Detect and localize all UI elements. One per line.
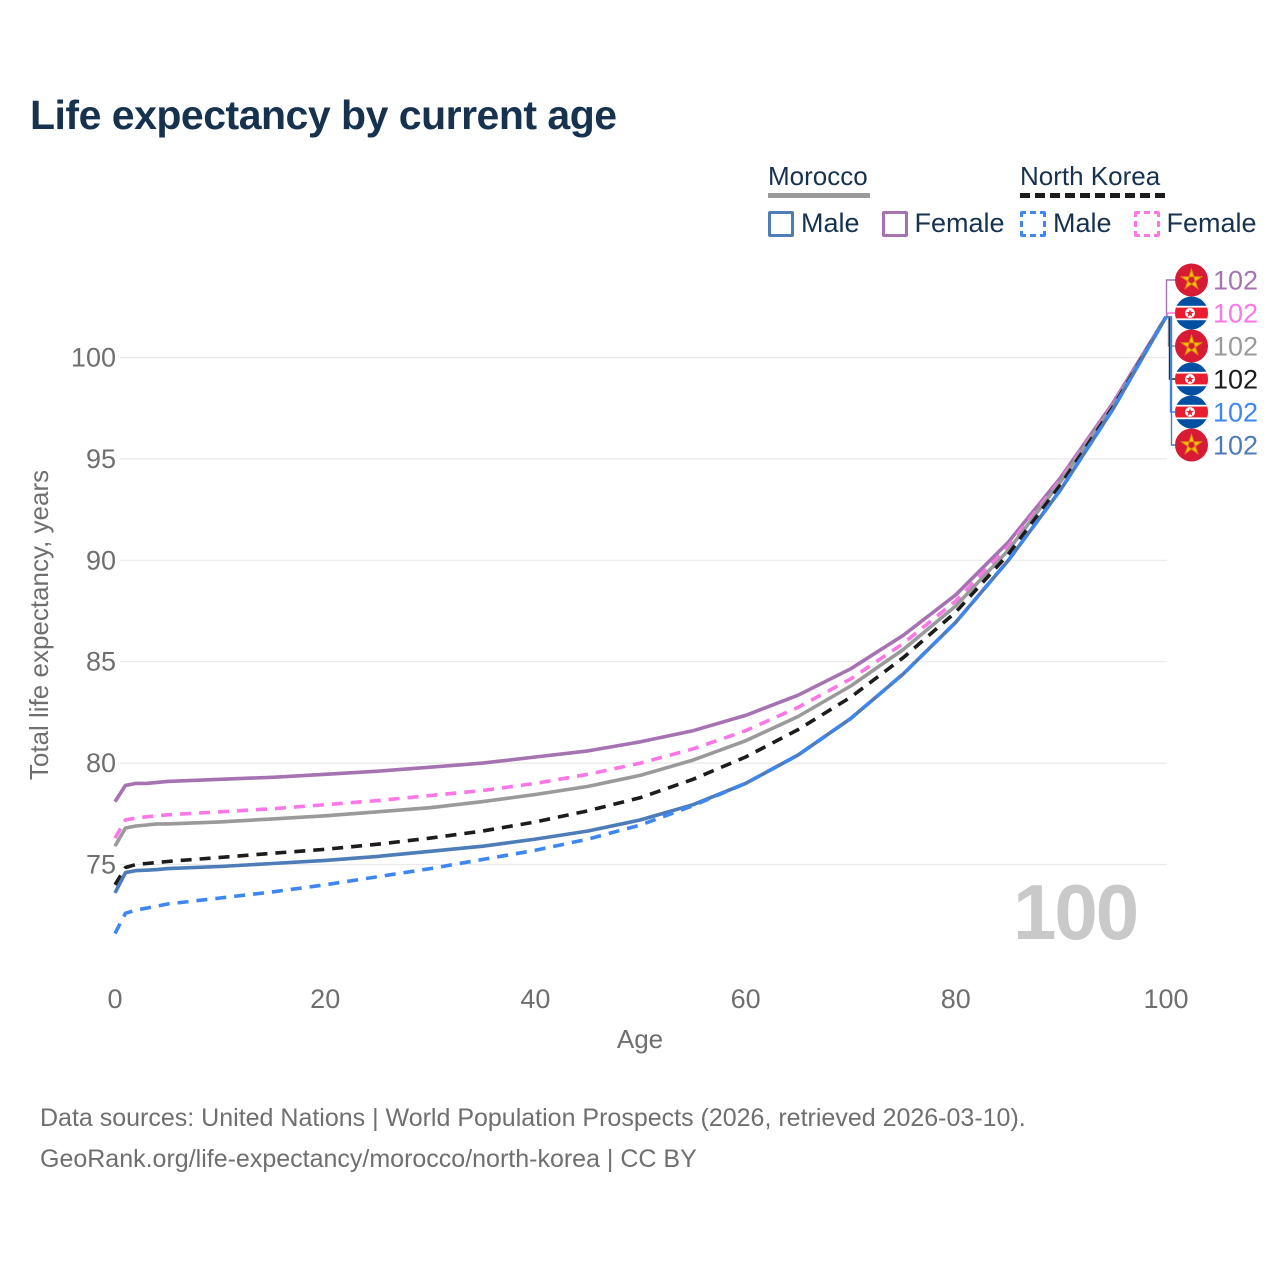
y-tick-100: 100 xyxy=(71,343,116,373)
series-line-north-korea-female[interactable] xyxy=(113,315,1168,839)
end-label-north-korea-male[interactable]: 102 xyxy=(1175,395,1259,429)
series-line-morocco-total[interactable] xyxy=(113,315,1168,848)
legend-underline-morocco xyxy=(768,193,870,198)
flag-north-korea-icon xyxy=(1175,362,1208,396)
north-korea-female-swatch-icon xyxy=(1133,210,1160,237)
end-label-morocco-female[interactable]: 102 xyxy=(1175,263,1259,297)
legend-label-north-korea-female: Female xyxy=(1166,208,1257,238)
end-label-north-korea-total[interactable]: 102 xyxy=(1175,362,1259,396)
legend-country-north-korea: North Korea xyxy=(1020,161,1161,191)
end-label-value-morocco-male: 102 xyxy=(1213,431,1258,461)
end-label-morocco-male[interactable]: 102 xyxy=(1175,428,1259,462)
series-line-north-korea-male[interactable] xyxy=(113,316,1168,935)
legend-item-morocco-female[interactable]: Female xyxy=(881,208,1005,239)
y-tick-75: 75 xyxy=(86,850,116,880)
end-label-morocco-total[interactable]: 102 xyxy=(1175,329,1259,363)
morocco-male-swatch-icon xyxy=(768,210,794,237)
legend-label-north-korea-male: Male xyxy=(1053,208,1112,238)
footer-line-license: GeoRank.org/life-expectancy/morocco/nort… xyxy=(40,1145,697,1173)
legend-item-north-korea-male[interactable]: Male xyxy=(1020,208,1112,239)
page-title: Life expectancy by current age xyxy=(30,92,617,138)
flag-north-korea-icon xyxy=(1175,395,1208,429)
y-tick-80: 80 xyxy=(86,748,116,778)
end-label-north-korea-female[interactable]: 102 xyxy=(1175,296,1259,330)
end-label-value-morocco-female: 102 xyxy=(1213,266,1258,296)
end-label-value-north-korea-total: 102 xyxy=(1213,365,1258,395)
legend-underline-north-korea xyxy=(1020,193,1165,198)
series-line-north-korea-total[interactable] xyxy=(113,315,1168,886)
y-tick-90: 90 xyxy=(86,545,116,575)
morocco-female-swatch-icon xyxy=(881,210,908,237)
y-axis-title: Total life expectancy, years xyxy=(24,470,54,780)
x-tick-0: 0 xyxy=(107,984,122,1014)
end-label-connector-morocco-male xyxy=(1166,316,1178,446)
y-tick-95: 95 xyxy=(86,444,116,474)
x-tick-60: 60 xyxy=(731,984,761,1014)
age-ticker: 100 xyxy=(1013,868,1139,956)
flag-morocco-icon xyxy=(1175,329,1208,363)
end-label-value-north-korea-male: 102 xyxy=(1213,398,1258,428)
data-source-attribution: Data sources: United Nations | World Pop… xyxy=(40,1098,1026,1180)
x-tick-20: 20 xyxy=(310,984,340,1014)
x-tick-100: 100 xyxy=(1143,984,1188,1014)
x-axis-title: Age xyxy=(617,1024,663,1054)
legend-label-morocco-male: Male xyxy=(801,208,860,238)
legend-country-morocco: Morocco xyxy=(768,161,868,191)
legend-label-morocco-female: Female xyxy=(914,208,1005,238)
series-line-morocco-female[interactable] xyxy=(113,315,1168,803)
legend-group-morocco: Morocco Male Female xyxy=(768,163,1005,239)
x-tick-40: 40 xyxy=(520,984,550,1014)
end-label-value-north-korea-female: 102 xyxy=(1213,299,1258,329)
end-label-value-morocco-total: 102 xyxy=(1213,332,1258,362)
y-tick-85: 85 xyxy=(86,647,116,677)
flag-morocco-icon xyxy=(1175,428,1208,462)
x-tick-80: 80 xyxy=(941,984,971,1014)
flag-north-korea-icon xyxy=(1175,296,1208,330)
series-line-morocco-male[interactable] xyxy=(113,316,1168,894)
legend-item-morocco-male[interactable]: Male xyxy=(768,208,860,239)
north-korea-male-swatch-icon xyxy=(1020,210,1046,237)
legend-group-north-korea: North Korea Male Female xyxy=(1020,163,1257,239)
legend-item-north-korea-female[interactable]: Female xyxy=(1133,208,1257,239)
footer-line-sources: Data sources: United Nations | World Pop… xyxy=(40,1104,1026,1132)
flag-morocco-icon xyxy=(1175,263,1208,297)
